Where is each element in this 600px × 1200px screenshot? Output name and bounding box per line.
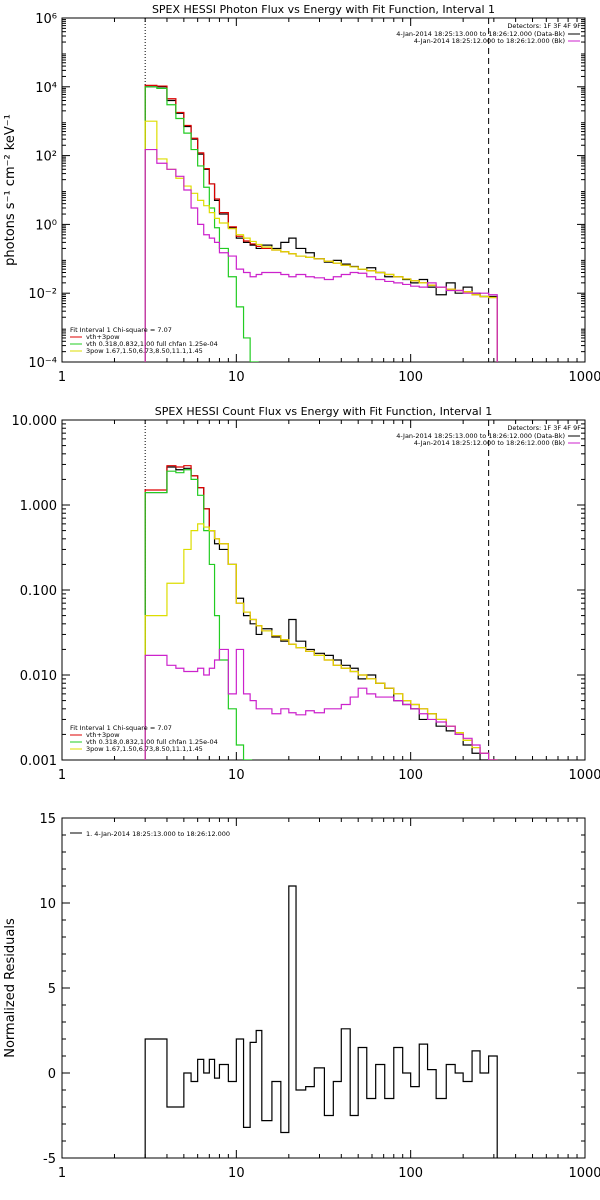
y-tick-label: 10⁰ <box>35 218 57 233</box>
fit-legend-label: vth+3pow <box>86 333 120 341</box>
y-axis-label: photons s⁻¹ cm⁻² keV⁻¹ <box>3 114 18 266</box>
y-axis-label: Normalized Residuals <box>3 918 18 1058</box>
series-line-bk <box>144 648 498 760</box>
legend-label: 4-Jan-2014 18:25:13.000 to 18:26:12.000 … <box>396 30 565 38</box>
x-tick-label: 1000 <box>568 370 600 385</box>
x-tick-label: 100 <box>398 370 423 385</box>
y-tick-label: 10⁴ <box>35 81 57 96</box>
y-tick-label: -5 <box>43 1152 56 1167</box>
x-tick-label: 1 <box>58 370 66 385</box>
x-tick-label: 1000 <box>568 768 600 783</box>
y-tick-label: 10⁻⁴ <box>28 356 57 371</box>
y-tick-label: 0.010 <box>20 669 57 684</box>
series-line-data-bk <box>144 466 498 760</box>
y-tick-label: 0.100 <box>20 584 57 599</box>
x-tick-label: 100 <box>398 1166 423 1181</box>
photon-flux-panel: SPEX HESSI Photon Flux vs Energy with Fi… <box>3 3 600 385</box>
count-flux-panel: SPEX HESSI Count Flux vs Energy with Fit… <box>12 405 600 783</box>
y-tick-label: 15 <box>39 812 56 827</box>
x-tick-label: 10 <box>228 768 245 783</box>
plot-frame <box>61 17 586 363</box>
y-tick-label: 0.001 <box>20 754 57 769</box>
plot-frame <box>61 419 586 761</box>
y-tick-label: 10 <box>39 897 56 912</box>
x-tick-label: 1000 <box>568 1166 600 1181</box>
x-tick-label: 1 <box>58 768 66 783</box>
y-tick-label: 10⁶ <box>35 12 57 27</box>
chart-title: SPEX HESSI Photon Flux vs Energy with Fi… <box>152 3 495 16</box>
fit-legend-header: Fit Interval 1 Chi-square = 7.07 <box>70 326 172 334</box>
series-line-vth <box>144 469 253 760</box>
x-tick-label: 10 <box>228 1166 245 1181</box>
x-tick-label: 1 <box>58 1166 66 1181</box>
chart-title: SPEX HESSI Count Flux vs Energy with Fit… <box>155 405 492 418</box>
legend-header: Detectors: 1F 3F 4F 9F <box>507 424 581 432</box>
legend-label: 4-Jan-2014 18:25:13.000 to 18:26:12.000 … <box>396 432 565 440</box>
plot-frame <box>61 817 586 1159</box>
series-line-bk <box>144 148 498 362</box>
fit-legend-label: 3pow 1.67,1.50,6.73,8.50,11.1,1.45 <box>86 745 203 753</box>
y-tick-label: 0 <box>48 1067 56 1082</box>
y-tick-label: 10.000 <box>12 414 58 429</box>
legend-label: 4-Jan-2014 18:25:12.000 to 18:26:12.000 … <box>414 37 565 45</box>
y-tick-label: 1.000 <box>20 499 57 514</box>
fit-legend-label: vth 0.318,0.832,1.00 full chfan 1.25e-04 <box>86 340 218 348</box>
residuals-panel: 1 10 100 1000 -5 0 5 10 15 Normalized Residuals 1.… <box>3 812 600 1181</box>
fit-legend-header: Fit Interval 1 Chi-square = 7.07 <box>70 724 172 732</box>
fit-legend-label: 3pow 1.67,1.50,6.73,8.50,11.1,1.45 <box>86 347 203 355</box>
series-line-1-4-jan-2014-18-25-13-000-to-18-26-12-000 <box>144 885 498 1158</box>
fit-legend-label: vth+3pow <box>86 731 120 739</box>
series-line-vth <box>144 86 259 362</box>
legend-label: 4-Jan-2014 18:25:12.000 to 18:26:12.000 … <box>414 439 565 447</box>
y-tick-label: 5 <box>48 982 56 997</box>
legend-header: Detectors: 1F 3F 4F 9F <box>507 22 581 30</box>
x-tick-label: 10 <box>228 370 245 385</box>
legend-label: 1. 4-Jan-2014 18:25:13.000 to 18:26:12.0… <box>86 830 230 838</box>
fit-legend-label: vth 0.318,0.832,1.00 full chfan 1.25e-04 <box>86 738 218 746</box>
series-line-vth-3pow <box>144 465 498 760</box>
x-tick-label: 100 <box>398 768 423 783</box>
series-line-3pow <box>144 523 498 760</box>
y-tick-label: 10⁻² <box>28 287 57 302</box>
y-tick-label: 10² <box>35 150 57 165</box>
